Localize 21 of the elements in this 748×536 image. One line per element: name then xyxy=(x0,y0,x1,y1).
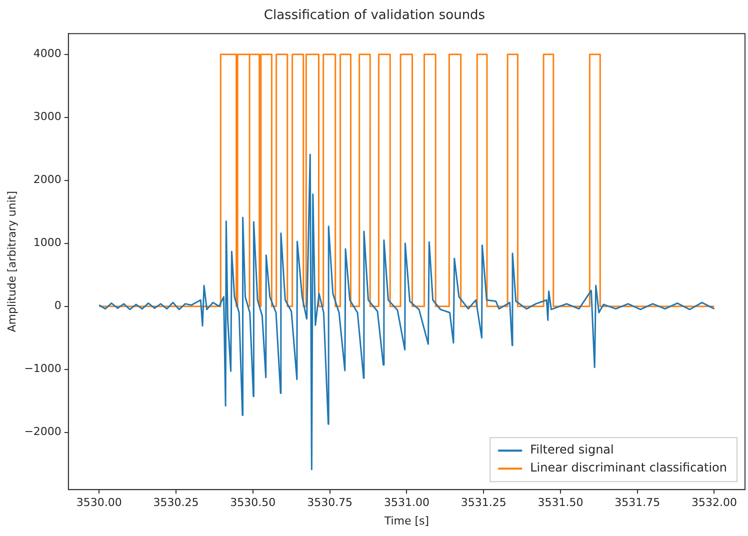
y-tick-label: 2000 xyxy=(33,173,62,186)
chart-title: Classification of validation sounds xyxy=(264,8,486,24)
x-tick-label: 3530.75 xyxy=(307,496,353,510)
x-tick-label: 3531.75 xyxy=(614,496,660,510)
x-tick-label: 3530.00 xyxy=(76,496,122,510)
y-axis-title: Amplitude [arbitrary unit] xyxy=(5,191,18,332)
x-tick-label: 3530.25 xyxy=(153,496,199,510)
y-tick-label: 0 xyxy=(54,299,62,312)
y-tick-label: −2000 xyxy=(24,425,62,438)
x-tick-label: 3532.00 xyxy=(691,496,737,510)
x-tick-label: 3530.50 xyxy=(230,496,276,510)
y-tick-label: −1000 xyxy=(24,362,62,376)
y-tick-label: 3000 xyxy=(33,110,62,124)
x-tick-label: 3531.00 xyxy=(384,496,430,510)
x-tick-label: 3531.50 xyxy=(538,496,584,510)
y-tick-label: 4000 xyxy=(33,47,62,60)
legend-label: Filtered signal xyxy=(530,442,614,457)
x-axis-title: Time [s] xyxy=(383,514,430,528)
x-tick-label: 3531.25 xyxy=(460,496,506,510)
y-tick-label: 1000 xyxy=(33,236,62,250)
legend-label: Linear discriminant classification xyxy=(530,460,727,475)
